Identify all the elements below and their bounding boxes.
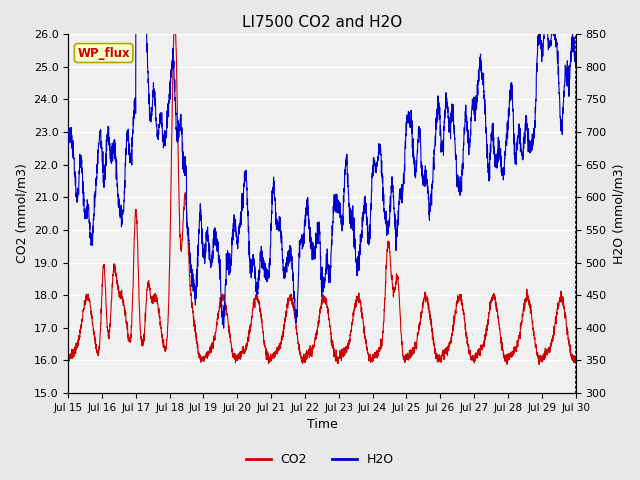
Text: WP_flux: WP_flux (77, 47, 130, 60)
X-axis label: Time: Time (307, 419, 337, 432)
Y-axis label: H2O (mmol/m3): H2O (mmol/m3) (612, 163, 625, 264)
Y-axis label: CO2 (mmol/m3): CO2 (mmol/m3) (15, 164, 28, 264)
Title: LI7500 CO2 and H2O: LI7500 CO2 and H2O (242, 15, 402, 30)
Legend: CO2, H2O: CO2, H2O (241, 448, 399, 471)
